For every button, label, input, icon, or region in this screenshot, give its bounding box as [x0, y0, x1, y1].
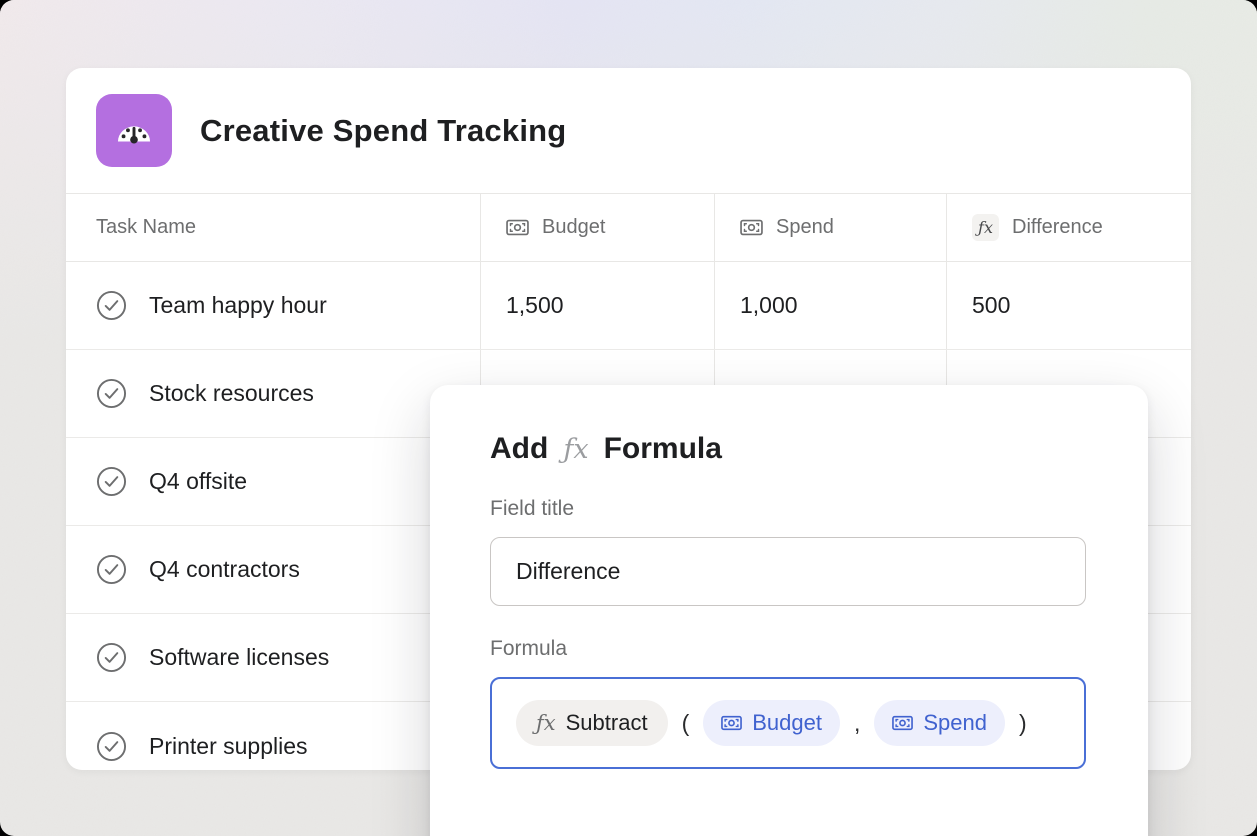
check-circle-icon[interactable] [96, 466, 127, 497]
task-name-cell[interactable]: Software licenses [66, 614, 480, 701]
card-header: Creative Spend Tracking [66, 68, 1191, 193]
function-pill-subtract[interactable]: ƒx Subtract [516, 700, 668, 746]
task-name-label: Q4 offsite [149, 468, 248, 494]
column-header-label: Spend [776, 216, 834, 238]
task-name-cell[interactable]: Stock resources [66, 350, 480, 437]
modal-title-suffix: Formula [603, 432, 722, 465]
table-header-row: Task Name Budget [66, 193, 1191, 262]
argument-pill-label: Budget [752, 710, 822, 735]
modal-title: Add ƒx Formula [490, 432, 1088, 466]
argument-pill-label: Spend [923, 710, 987, 735]
close-paren: ) [1018, 709, 1027, 736]
add-formula-modal: Add ƒx Formula Field title Formula ƒx Su… [430, 385, 1148, 836]
column-header-budget[interactable]: Budget [480, 194, 714, 261]
argument-pill-budget[interactable]: Budget [703, 700, 840, 746]
check-circle-icon[interactable] [96, 731, 127, 762]
check-circle-icon[interactable] [96, 554, 127, 585]
budget-cell[interactable]: 1,500 [480, 262, 714, 349]
column-header-label: Task Name [96, 216, 197, 238]
task-name-cell[interactable]: Q4 contractors [66, 526, 480, 613]
task-name-cell[interactable]: Q4 offsite [66, 438, 480, 525]
check-circle-icon[interactable] [96, 642, 127, 673]
task-name-label: Software licenses [149, 644, 330, 670]
money-icon [892, 715, 914, 731]
difference-value: 500 [972, 292, 1011, 318]
task-name-label: Team happy hour [149, 292, 327, 318]
task-name-cell[interactable]: Team happy hour [66, 262, 480, 349]
modal-title-prefix: Add [490, 432, 549, 465]
spend-value: 1,000 [740, 292, 798, 318]
formula-input[interactable]: ƒx Subtract ( Budget , [490, 677, 1086, 769]
column-header-task-name[interactable]: Task Name [66, 194, 480, 261]
gauge-icon [96, 94, 172, 167]
budget-value: 1,500 [506, 292, 564, 318]
money-icon [740, 219, 763, 236]
money-icon [506, 219, 529, 236]
check-circle-icon[interactable] [96, 290, 127, 321]
difference-cell[interactable]: 500 [946, 262, 1191, 349]
function-pill-label: Subtract [565, 710, 648, 735]
money-icon [721, 715, 743, 731]
fx-icon: ƒx [972, 214, 999, 241]
page-title: Creative Spend Tracking [200, 112, 567, 148]
task-name-label: Q4 contractors [149, 556, 300, 582]
formula-label: Formula [490, 637, 568, 660]
check-circle-icon[interactable] [96, 378, 127, 409]
field-title-label: Field title [490, 497, 575, 520]
argument-pill-spend[interactable]: Spend [874, 700, 1005, 746]
comma-separator: , [853, 709, 861, 736]
fx-icon: ƒx [536, 711, 556, 735]
open-paren: ( [681, 709, 690, 736]
fx-icon: ƒx [563, 434, 589, 465]
table-row[interactable]: Team happy hour 1,500 1,000 500 [66, 262, 1191, 350]
column-header-label: Budget [542, 216, 606, 238]
task-name-cell[interactable]: Printer supplies [66, 702, 480, 770]
task-name-label: Printer supplies [149, 732, 308, 759]
column-header-difference[interactable]: ƒx Difference [946, 194, 1191, 261]
column-header-label: Difference [1012, 216, 1103, 238]
task-name-label: Stock resources [149, 380, 314, 406]
column-header-spend[interactable]: Difference Spend [714, 194, 946, 261]
field-title-input[interactable] [490, 537, 1086, 606]
spend-cell[interactable]: 1,000 [714, 262, 946, 349]
